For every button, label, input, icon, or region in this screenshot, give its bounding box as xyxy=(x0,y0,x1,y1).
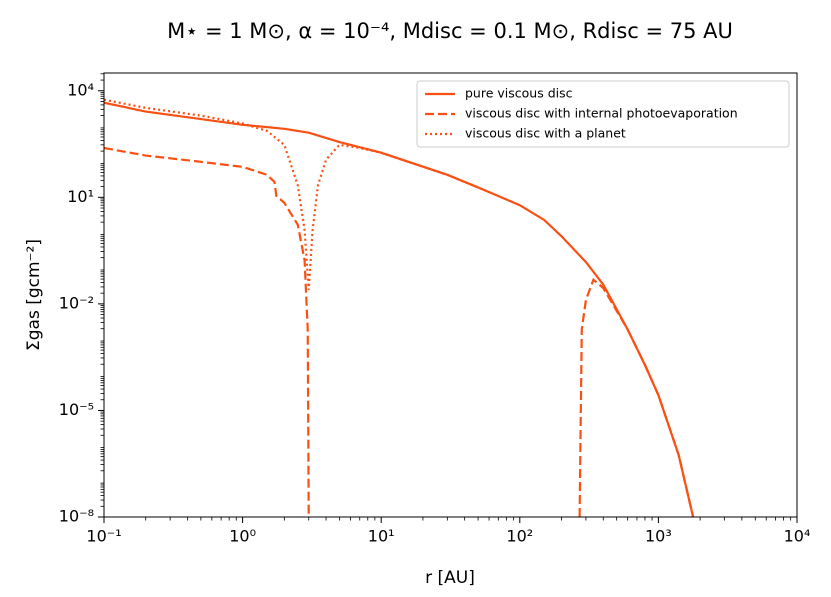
x-tick-label: 10¹ xyxy=(368,527,395,546)
data-line xyxy=(104,101,695,517)
plot-frame xyxy=(103,72,798,518)
x-tick-label: 10⁻¹ xyxy=(86,527,121,546)
legend-label: viscous disc with internal photoevaporat… xyxy=(465,106,738,121)
legend-label: pure viscous disc xyxy=(465,86,573,101)
x-axis-label: r [AU] xyxy=(425,568,475,588)
y-tick-label: 10⁴ xyxy=(67,80,94,99)
x-tick-label: 10³ xyxy=(645,527,672,546)
legend-box xyxy=(416,80,790,148)
x-tick-label: 10⁰ xyxy=(229,527,256,546)
y-tick-label: 10⁻⁸ xyxy=(59,507,94,526)
y-tick-label: 10¹ xyxy=(67,187,94,206)
x-tick-label: 10² xyxy=(506,527,533,546)
data-line xyxy=(104,98,479,290)
x-tick-label: 10⁴ xyxy=(784,527,811,546)
y-tick-label: 10⁻⁵ xyxy=(59,400,94,419)
y-axis-label: Σgas [gcm⁻²] xyxy=(24,239,44,351)
y-tick-label: 10⁻² xyxy=(59,293,94,312)
data-line xyxy=(104,146,695,517)
chart-title: M⋆ = 1 M⊙, α = 10⁻⁴, Mdisc = 0.1 M⊙, Rdi… xyxy=(167,19,733,43)
legend-label: viscous disc with a planet xyxy=(465,126,626,141)
